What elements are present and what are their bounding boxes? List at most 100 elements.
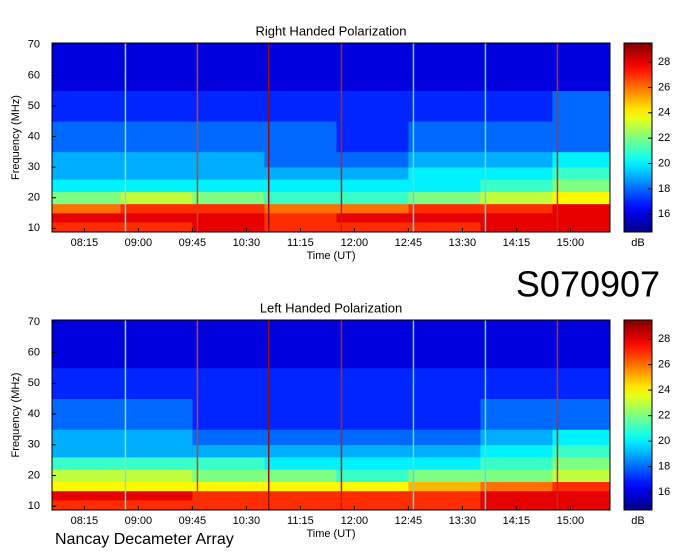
heatmap-cell [120, 469, 193, 483]
heatmap-cell [552, 151, 611, 168]
heatmap-cell [120, 481, 193, 492]
heatmap-cell [120, 457, 193, 470]
heatmap-cell [264, 43, 337, 92]
x-tick-label: 10:30 [233, 237, 261, 249]
station-code: S070907 [516, 264, 660, 305]
colorbar-tick-label: 26 [658, 81, 670, 93]
heatmap-cell [120, 43, 193, 92]
heatmap-cell [52, 500, 121, 511]
heatmap-cell [192, 167, 265, 180]
heatmap-cell [552, 121, 611, 153]
heatmap-cell [52, 367, 121, 400]
heatmap-cell [264, 167, 337, 180]
heatmap-cell [120, 320, 193, 369]
colorbar-label: dB [631, 515, 644, 527]
heatmap-cell [264, 90, 337, 122]
heatmap-cell [408, 121, 481, 153]
heatmap-cell [552, 191, 611, 205]
heatmap-cell [336, 457, 409, 470]
colorbar-tick-label: 22 [658, 132, 670, 144]
y-tick-label: 50 [28, 377, 40, 389]
heatmap-cell [480, 500, 553, 511]
heatmap-cell [552, 90, 611, 122]
heatmap-cell [336, 179, 409, 192]
heatmap-cell [552, 429, 611, 446]
heatmap-cell [408, 43, 481, 92]
colorbar-tick-label: 26 [658, 359, 670, 371]
heatmap-cell [52, 469, 121, 483]
heatmap-cell [480, 367, 553, 400]
chart-title: Right Handed Polarization [255, 23, 406, 38]
heatmap-cell [552, 203, 611, 214]
x-tick-label: 12:00 [341, 237, 369, 249]
heatmap-cell [408, 191, 481, 205]
heatmap-cell [52, 457, 121, 470]
heatmap-cell [480, 191, 553, 205]
heatmap-cell [336, 151, 409, 168]
y-tick-label: 20 [28, 469, 40, 481]
heatmap-cell [552, 43, 611, 92]
heatmap-cell [552, 367, 611, 400]
colorbar-tick-label: 28 [658, 56, 670, 68]
heatmap-cell [264, 500, 337, 511]
x-tick-label: 09:00 [125, 515, 153, 527]
heatmap-cell [480, 90, 553, 122]
y-tick-label: 60 [28, 69, 40, 81]
heatmap-cell [480, 179, 553, 192]
heatmap-cell [52, 90, 121, 122]
heatmap-cell [264, 481, 337, 492]
heatmap-cell [552, 320, 611, 369]
heatmap-cell [120, 429, 193, 446]
colorbar-tick-label: 18 [658, 461, 670, 473]
heatmap-cell [336, 203, 409, 214]
heatmap-cell [192, 398, 265, 430]
colorbar-tick-label: 16 [658, 208, 670, 220]
y-tick-label: 10 [28, 222, 40, 234]
heatmap-cell [264, 320, 337, 369]
heatmap-cell [264, 367, 337, 400]
heatmap-cell [192, 469, 265, 483]
heatmap-cell [264, 469, 337, 483]
heatmap-cell [480, 121, 553, 153]
heatmap-cell [120, 90, 193, 122]
heatmap-cell [336, 500, 409, 511]
heatmap-cell [52, 179, 121, 192]
heatmap-cell [52, 191, 121, 205]
heatmap-cell [552, 481, 611, 492]
colorbar-tick-label: 28 [658, 333, 670, 345]
heatmap-cell [336, 481, 409, 492]
heatmap-cell [408, 469, 481, 483]
heatmap-cell [192, 320, 265, 369]
heatmap-cell [336, 222, 409, 233]
heatmap-cell [52, 398, 121, 430]
heatmap-cell [52, 222, 121, 233]
heatmap-cell [192, 179, 265, 192]
heatmap-cell [336, 320, 409, 369]
x-tick-label: 12:45 [395, 515, 423, 527]
heatmap-cell [264, 203, 337, 214]
y-tick-label: 30 [28, 439, 40, 451]
heatmap-cell [120, 490, 193, 501]
y-axis-label: Frequency (MHz) [10, 373, 22, 458]
heatmap-cell [480, 457, 553, 470]
heatmap-cell [552, 469, 611, 483]
heatmap-cell [336, 367, 409, 400]
heatmap-cell [408, 481, 481, 492]
heatmap-cell [408, 429, 481, 446]
heatmap-cell [120, 121, 193, 153]
heatmap-cell [336, 191, 409, 205]
heatmap-cell [192, 481, 265, 492]
x-tick-label: 10:30 [233, 515, 261, 527]
colorbar [623, 42, 653, 233]
heatmap-cell [408, 398, 481, 430]
footer: Nancay Decameter Array [55, 531, 234, 548]
heatmap-cell [552, 457, 611, 470]
heatmap-cell [192, 222, 265, 233]
heatmap-cell [52, 203, 121, 214]
heatmap-cell [480, 429, 553, 446]
heatmap-cell [480, 203, 553, 214]
heatmap-cell [192, 213, 265, 223]
x-tick-label: 12:45 [395, 237, 423, 249]
heatmap-cell [264, 121, 337, 153]
